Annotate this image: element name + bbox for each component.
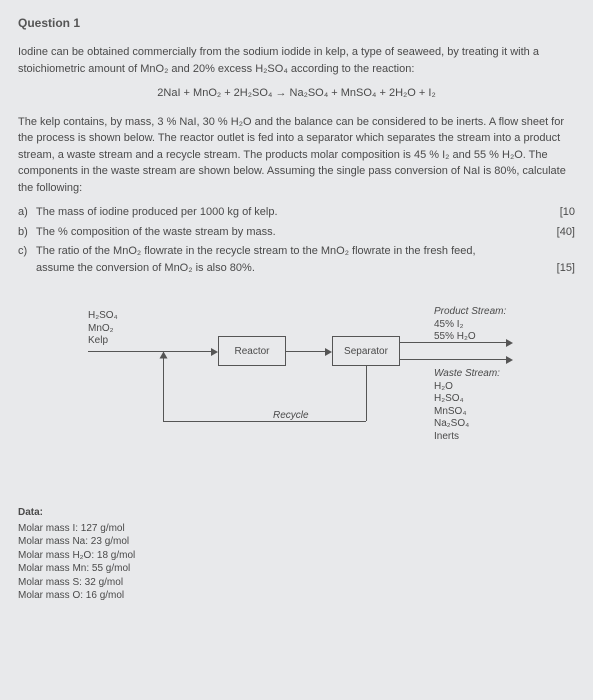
part-b: b) The % composition of the waste stream…: [36, 224, 575, 241]
recycle-up: [163, 351, 164, 421]
feed-inputs: H₂SO₄ MnO₂ Kelp: [88, 310, 118, 348]
reactor-label: Reactor: [234, 344, 269, 359]
part-c: c) The ratio of the MnO₂ flowrate in the…: [36, 243, 575, 276]
data-section: Data: Molar mass I: 127 g/mol Molar mass…: [18, 506, 575, 603]
part-c-text-line1: The ratio of the MnO₂ flowrate in the re…: [36, 245, 476, 257]
reactor-sep-line: [286, 351, 326, 352]
reactor-box: Reactor: [218, 336, 286, 366]
recycle-down: [366, 366, 367, 421]
data-mn: Molar mass Mn: 55 g/mol: [18, 562, 575, 576]
reaction-equation: 2NaI + MnO₂ + 2H₂SO₄ → Na₂SO₄ + MnSO₄ + …: [18, 85, 575, 102]
part-b-letter: b): [18, 224, 28, 241]
input-kelp: Kelp: [88, 335, 118, 348]
feed-line: [88, 351, 212, 352]
waste-head: Waste Stream:: [434, 368, 500, 381]
part-b-points: [40]: [557, 224, 575, 241]
separator-label: Separator: [344, 344, 388, 359]
product-arrow: [506, 339, 513, 347]
part-a-points: [10: [560, 204, 575, 221]
feed-arrow: [211, 348, 218, 356]
separator-box: Separator: [332, 336, 400, 366]
question-title: Question 1: [18, 14, 575, 32]
part-a: a) The mass of iodine produced per 1000 …: [36, 204, 575, 221]
recycle-label: Recycle: [273, 408, 309, 423]
input-mno2: MnO₂: [88, 323, 118, 336]
part-a-text: The mass of iodine produced per 1000 kg …: [36, 206, 278, 218]
waste-na2so4: Na₂SO₄: [434, 418, 500, 431]
waste-mnso4: MnSO₄: [434, 406, 500, 419]
waste-arrow: [506, 356, 513, 364]
input-h2so4: H₂SO₄: [88, 310, 118, 323]
intro-paragraph-1: Iodine can be obtained commercially from…: [18, 44, 575, 77]
part-b-text: The % composition of the waste stream by…: [36, 226, 276, 238]
waste-h2o: H₂O: [434, 381, 500, 394]
waste-h2so4: H₂SO₄: [434, 393, 500, 406]
data-header: Data:: [18, 506, 575, 520]
product-stream-label: Product Stream: 45% I₂ 55% H₂O: [434, 306, 506, 344]
product-h2o: 55% H₂O: [434, 331, 506, 344]
data-i: Molar mass I: 127 g/mol: [18, 522, 575, 536]
part-c-points: [15]: [557, 260, 575, 277]
waste-line: [400, 359, 508, 360]
question-parts: a) The mass of iodine produced per 1000 …: [18, 204, 575, 276]
flowsheet-diagram: H₂SO₄ MnO₂ Kelp Reactor Separator Produc…: [88, 306, 518, 446]
data-o: Molar mass O: 16 g/mol: [18, 589, 575, 603]
intro-paragraph-2: The kelp contains, by mass, 3 % NaI, 30 …: [18, 114, 575, 197]
recycle-left: [163, 421, 366, 422]
data-h2o: Molar mass H₂O: 18 g/mol: [18, 549, 575, 563]
part-a-letter: a): [18, 204, 28, 221]
part-c-text-line2: assume the conversion of MnO₂ is also 80…: [36, 262, 255, 274]
product-head: Product Stream:: [434, 306, 506, 319]
product-i2: 45% I₂: [434, 319, 506, 332]
waste-inerts: Inerts: [434, 431, 500, 444]
data-na: Molar mass Na: 23 g/mol: [18, 535, 575, 549]
part-c-letter: c): [18, 243, 27, 260]
recycle-arrow: [159, 352, 167, 359]
waste-stream-label: Waste Stream: H₂O H₂SO₄ MnSO₄ Na₂SO₄ Ine…: [434, 368, 500, 443]
reactor-sep-arrow: [325, 348, 332, 356]
data-s: Molar mass S: 32 g/mol: [18, 576, 575, 590]
